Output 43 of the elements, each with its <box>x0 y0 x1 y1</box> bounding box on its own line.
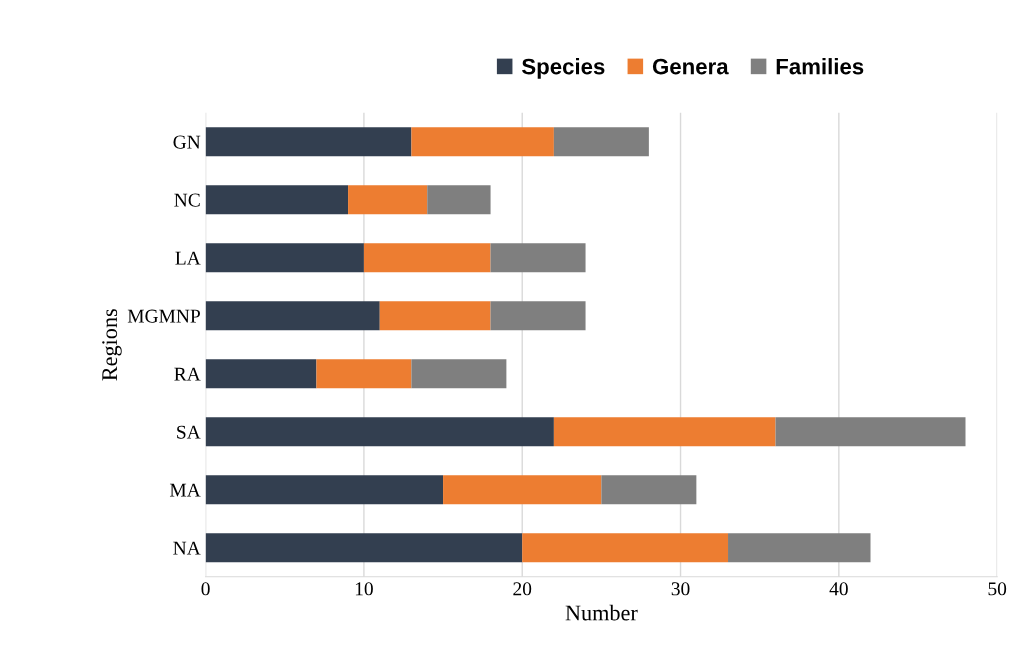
bar <box>363 243 491 273</box>
bar <box>728 533 871 563</box>
y-tick-label: NC <box>174 193 200 207</box>
x-tick-label: 40 <box>829 582 848 596</box>
bar <box>205 185 349 215</box>
y-tick-label: NA <box>173 541 201 555</box>
x-tick-label: 20 <box>513 582 532 596</box>
x-tick-label: 50 <box>988 582 1007 596</box>
y-tick-label: GN <box>173 135 201 149</box>
y-tick-label: LA <box>175 251 201 265</box>
bar <box>427 185 491 215</box>
bar <box>205 127 412 157</box>
bar <box>348 185 428 215</box>
bar <box>205 243 364 273</box>
bar <box>775 417 966 447</box>
bar <box>522 533 729 563</box>
bar <box>490 301 586 331</box>
legend-label: Genera <box>652 58 729 75</box>
y-axis-title: Regions <box>102 309 122 381</box>
bar <box>205 417 554 447</box>
bar <box>411 127 554 157</box>
bar <box>443 475 602 505</box>
bar <box>205 359 317 389</box>
bar <box>490 243 586 273</box>
bar <box>205 533 523 563</box>
bar <box>411 359 507 389</box>
y-tick-label: MA <box>169 483 201 497</box>
bar <box>205 475 444 505</box>
x-tick-label: 30 <box>671 582 690 596</box>
y-tick-label: RA <box>174 367 201 381</box>
x-axis-title: Number <box>565 604 638 621</box>
bar <box>553 127 649 157</box>
bar <box>316 359 412 389</box>
bar <box>205 301 380 331</box>
bar <box>553 417 776 447</box>
x-tick-label: 0 <box>201 582 210 596</box>
x-tick-label: 10 <box>355 582 373 596</box>
bar <box>601 475 697 505</box>
y-tick-label: MGMNP <box>127 309 200 323</box>
legend-label: Families <box>776 58 864 75</box>
bar <box>379 301 491 331</box>
legend-label: Species <box>521 58 605 79</box>
y-tick-label: SA <box>177 425 201 439</box>
